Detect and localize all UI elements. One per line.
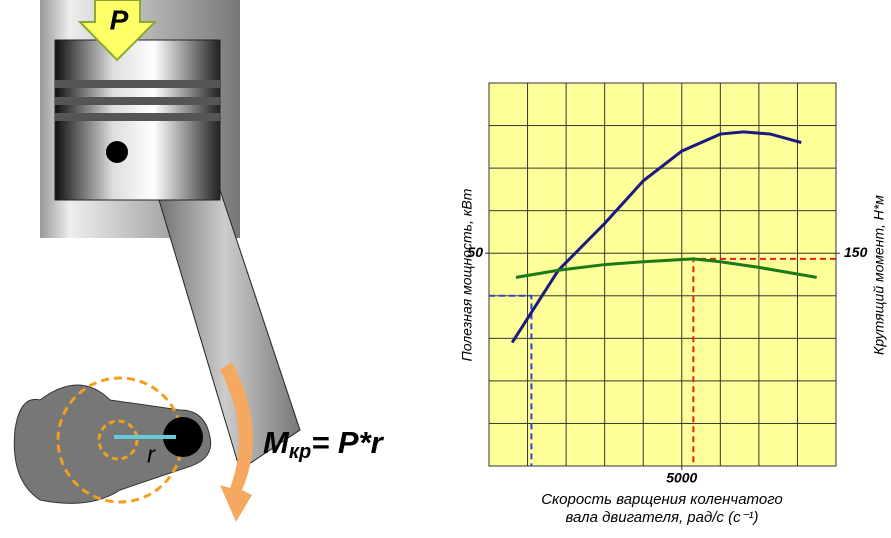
piston-diagram: P r Mкр= P*r	[14, 0, 384, 522]
chart: Полезная мощность, кВт Крутящий момент, …	[459, 83, 887, 526]
ring	[55, 97, 220, 105]
force-label: P	[110, 4, 129, 35]
torque-symbol: M	[263, 425, 290, 460]
y2-axis-label: Крутящий момент, Н*м	[871, 195, 887, 355]
page: P r Mкр= P*r Полезная мощность, кВт Крут…	[0, 0, 891, 533]
x-tick-label: 5000	[666, 470, 697, 486]
ring	[55, 113, 220, 121]
y-tick-label: 50	[467, 244, 483, 260]
formula: Mкр= P*r	[263, 425, 385, 463]
y2-tick-label: 150	[844, 244, 868, 260]
formula-rhs: = P*r	[311, 425, 384, 460]
ring	[55, 80, 220, 88]
radius-label: r	[147, 441, 156, 468]
y-axis-label: Полезная мощность, кВт	[459, 188, 475, 361]
slide: P r Mкр= P*r Полезная мощность, кВт Крут…	[0, 0, 891, 533]
piston-pin	[106, 141, 128, 163]
torque-subscript: кр	[289, 441, 311, 463]
x-axis-label: вала двигателя, рад/с (с⁻¹)	[565, 509, 758, 526]
x-axis-label: Скорость варщения коленчатого	[541, 491, 783, 508]
